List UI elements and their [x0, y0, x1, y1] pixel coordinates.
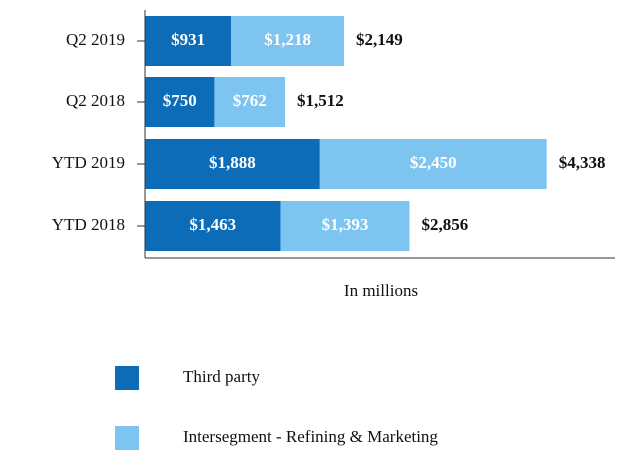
value-label: $931	[171, 30, 205, 49]
total-label: $2,856	[421, 215, 468, 234]
value-label: $1,218	[264, 30, 311, 49]
bar-segment	[280, 201, 410, 251]
total-label: $1,512	[297, 91, 344, 110]
y-tick-label: YTD 2019	[52, 153, 125, 172]
legend-label: Third party	[183, 367, 260, 386]
value-label: $750	[163, 91, 197, 110]
value-label: $1,393	[322, 215, 369, 234]
value-label: $2,450	[410, 153, 457, 172]
value-label: $762	[233, 91, 267, 110]
x-axis-label: In millions	[344, 281, 418, 300]
bar-segment	[214, 77, 286, 127]
bar-segment	[231, 16, 344, 66]
legend-label: Intersegment - Refining & Marketing	[183, 427, 438, 446]
bar-segment	[145, 77, 215, 127]
value-label: $1,888	[209, 153, 256, 172]
y-tick-label: Q2 2019	[66, 30, 125, 49]
y-tick-label: YTD 2018	[52, 215, 125, 234]
bar-segment	[145, 139, 320, 189]
y-tick-label: Q2 2018	[66, 91, 125, 110]
bar-segment	[319, 139, 547, 189]
bar-segment	[145, 201, 281, 251]
value-label: $1,463	[189, 215, 236, 234]
total-label: $2,149	[356, 30, 403, 49]
total-label: $4,338	[559, 153, 606, 172]
bar-segment	[145, 16, 232, 66]
legend-swatch	[115, 366, 139, 390]
legend-swatch	[115, 426, 139, 450]
